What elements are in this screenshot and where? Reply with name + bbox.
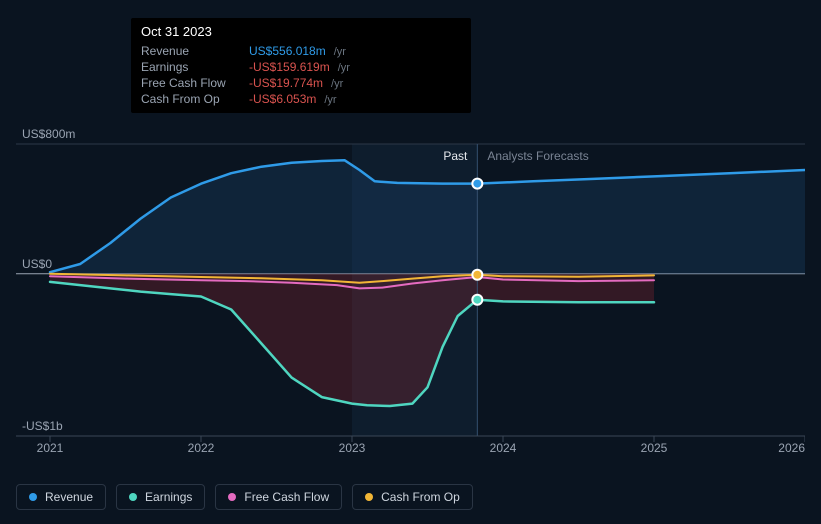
- series-marker-revenue: [472, 179, 482, 189]
- legend-item[interactable]: Revenue: [16, 484, 106, 510]
- series-marker-cfo: [472, 270, 482, 280]
- legend-label: Revenue: [45, 490, 93, 504]
- chart-svg: US$800m US$0 -US$1b 2021 2022 2023 2024 2025 202…: [16, 120, 805, 466]
- legend-item[interactable]: Cash From Op: [352, 484, 473, 510]
- legend-dot-icon: [228, 493, 236, 501]
- tooltip-row-label: Earnings: [141, 60, 241, 74]
- x-axis-label: 2022: [188, 441, 215, 455]
- chart-area: US$800m US$0 -US$1b 2021 2022 2023 2024 2025 202…: [16, 120, 805, 466]
- legend-item[interactable]: Free Cash Flow: [215, 484, 342, 510]
- section-label-past: Past: [443, 149, 468, 163]
- legend-dot-icon: [29, 493, 37, 501]
- data-tooltip: Oct 31 2023 RevenueUS$556.018m/yrEarning…: [131, 18, 471, 113]
- tooltip-row-suffix: /yr: [334, 46, 346, 58]
- tooltip-row: Free Cash Flow -US$19.774m/yr: [141, 75, 461, 91]
- legend-dot-icon: [129, 493, 137, 501]
- x-axis-label: 2024: [490, 441, 517, 455]
- tooltip-row-value: -US$6.053m: [249, 92, 316, 106]
- series-fill-earnings: [50, 274, 654, 406]
- tooltip-row-value: -US$19.774m: [249, 76, 323, 90]
- tooltip-row-value: -US$159.619m: [249, 60, 330, 74]
- legend: Revenue Earnings Free Cash Flow Cash From O…: [16, 484, 473, 510]
- legend-dot-icon: [365, 493, 373, 501]
- tooltip-row: Cash From Op -US$6.053m/yr: [141, 91, 461, 107]
- x-axis-label: 2021: [37, 441, 64, 455]
- tooltip-row-suffix: /yr: [338, 62, 350, 74]
- y-axis-label: US$800m: [22, 127, 75, 141]
- tooltip-date: Oct 31 2023: [141, 24, 461, 43]
- legend-label: Earnings: [145, 490, 192, 504]
- tooltip-row-suffix: /yr: [324, 94, 336, 106]
- section-label-forecast: Analysts Forecasts: [487, 149, 588, 163]
- legend-label: Free Cash Flow: [244, 490, 329, 504]
- tooltip-row: Revenue US$556.018m/yr: [141, 43, 461, 59]
- tooltip-row: Earnings -US$159.619m/yr: [141, 59, 461, 75]
- y-axis-label: -US$1b: [22, 419, 63, 433]
- tooltip-row-label: Free Cash Flow: [141, 76, 241, 90]
- y-axis-label: US$0: [22, 257, 52, 271]
- x-axis-label: 2025: [641, 441, 668, 455]
- legend-label: Cash From Op: [381, 490, 460, 504]
- legend-item[interactable]: Earnings: [116, 484, 205, 510]
- tooltip-row-label: Cash From Op: [141, 92, 241, 106]
- tooltip-row-value: US$556.018m: [249, 44, 326, 58]
- tooltip-rows: Revenue US$556.018m/yr Earnings -US$159.619…: [141, 43, 461, 107]
- x-axis-label: 2026: [778, 441, 805, 455]
- x-axis-label: 2023: [339, 441, 366, 455]
- tooltip-row-suffix: /yr: [331, 78, 343, 90]
- tooltip-row-label: Revenue: [141, 44, 241, 58]
- series-marker-earnings: [472, 295, 482, 305]
